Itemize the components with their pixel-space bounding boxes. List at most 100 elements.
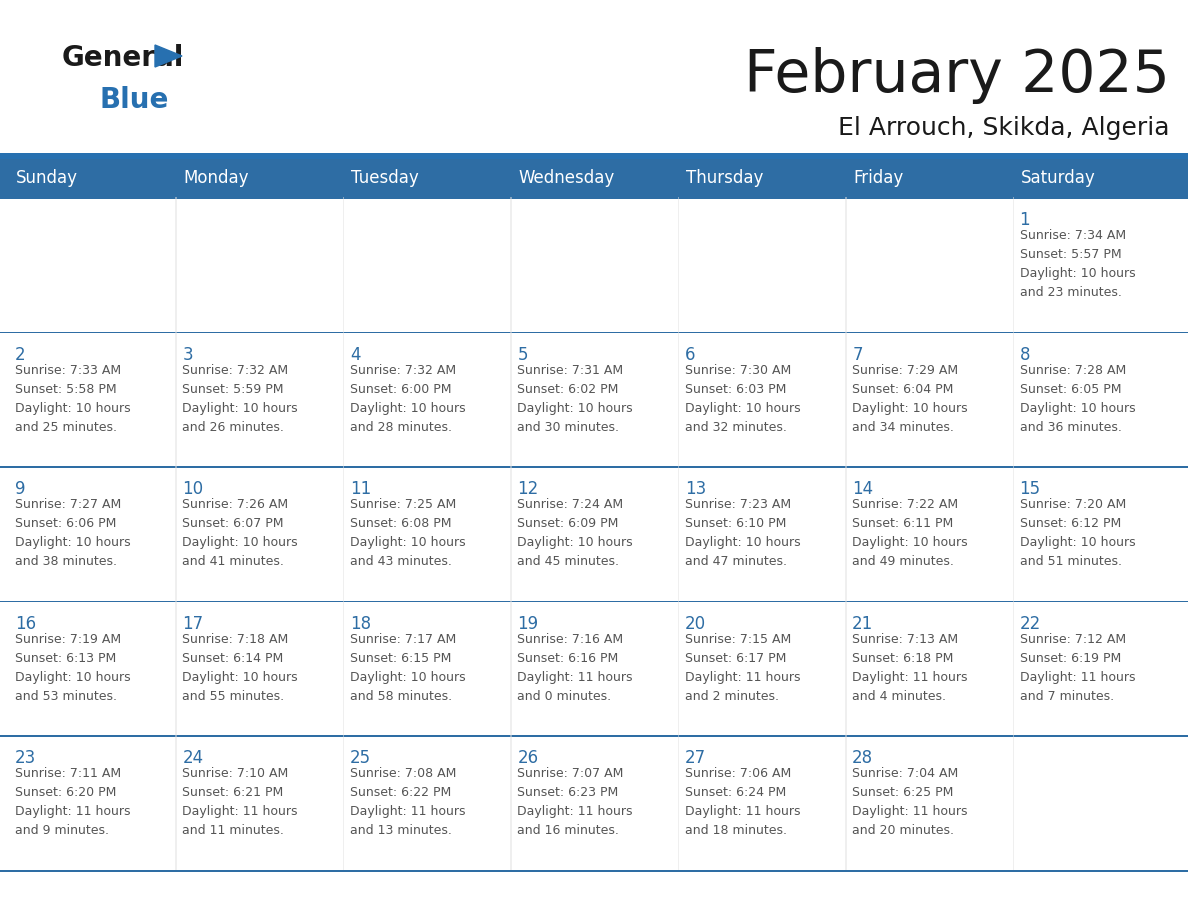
Bar: [0, 197, 1188, 198]
Bar: [511, 737, 677, 870]
Bar: [0, 159, 1188, 197]
Text: 13: 13: [684, 480, 706, 498]
Text: February 2025: February 2025: [744, 47, 1170, 104]
Text: Daylight: 10 hours: Daylight: 10 hours: [517, 401, 633, 415]
Text: Sunrise: 7:23 AM: Sunrise: 7:23 AM: [684, 498, 791, 511]
Text: Sunrise: 7:16 AM: Sunrise: 7:16 AM: [517, 633, 624, 645]
Text: Sunrise: 7:07 AM: Sunrise: 7:07 AM: [517, 767, 624, 780]
Text: Sunrise: 7:10 AM: Sunrise: 7:10 AM: [183, 767, 289, 780]
Text: and 32 minutes.: and 32 minutes.: [684, 420, 786, 433]
Text: Sunrise: 7:11 AM: Sunrise: 7:11 AM: [15, 767, 121, 780]
Text: and 47 minutes.: and 47 minutes.: [684, 555, 786, 568]
Text: 12: 12: [517, 480, 538, 498]
Text: Daylight: 11 hours: Daylight: 11 hours: [15, 805, 131, 819]
Text: and 11 minutes.: and 11 minutes.: [183, 824, 284, 837]
Text: 11: 11: [349, 480, 371, 498]
Text: and 28 minutes.: and 28 minutes.: [349, 420, 451, 433]
Text: Monday: Monday: [183, 169, 249, 187]
Bar: [511, 467, 677, 600]
Bar: [845, 602, 1012, 735]
Text: Sunrise: 7:19 AM: Sunrise: 7:19 AM: [15, 633, 121, 645]
Text: Tuesday: Tuesday: [350, 169, 418, 187]
Text: Sunrise: 7:15 AM: Sunrise: 7:15 AM: [684, 633, 791, 645]
Text: 7: 7: [852, 345, 862, 364]
Text: Sunset: 6:10 PM: Sunset: 6:10 PM: [684, 517, 786, 531]
Text: Sunset: 6:19 PM: Sunset: 6:19 PM: [1019, 652, 1120, 665]
Text: and 7 minutes.: and 7 minutes.: [1019, 689, 1113, 703]
Text: 3: 3: [183, 345, 194, 364]
Bar: [677, 333, 845, 466]
Polygon shape: [154, 45, 182, 67]
Bar: [0, 331, 1188, 333]
Text: 10: 10: [183, 480, 203, 498]
Text: Sunrise: 7:04 AM: Sunrise: 7:04 AM: [852, 767, 959, 780]
Bar: [8, 467, 176, 600]
Text: and 23 minutes.: and 23 minutes.: [1019, 286, 1121, 299]
Bar: [511, 333, 677, 466]
Text: Daylight: 10 hours: Daylight: 10 hours: [852, 401, 968, 415]
Text: Daylight: 11 hours: Daylight: 11 hours: [349, 805, 466, 819]
Bar: [8, 602, 176, 735]
Bar: [0, 466, 1188, 467]
Text: Sunrise: 7:29 AM: Sunrise: 7:29 AM: [852, 364, 959, 376]
Text: Daylight: 10 hours: Daylight: 10 hours: [684, 401, 801, 415]
Bar: [0, 600, 1188, 602]
Text: Daylight: 10 hours: Daylight: 10 hours: [1019, 267, 1136, 280]
Text: 5: 5: [517, 345, 527, 364]
Text: Daylight: 11 hours: Daylight: 11 hours: [684, 671, 801, 684]
Text: Daylight: 11 hours: Daylight: 11 hours: [852, 671, 968, 684]
Text: and 13 minutes.: and 13 minutes.: [349, 824, 451, 837]
Bar: [1012, 737, 1180, 870]
Text: 28: 28: [852, 749, 873, 767]
Text: and 9 minutes.: and 9 minutes.: [15, 824, 109, 837]
Text: Sunset: 5:57 PM: Sunset: 5:57 PM: [1019, 248, 1121, 261]
Text: Sunrise: 7:30 AM: Sunrise: 7:30 AM: [684, 364, 791, 376]
Text: Daylight: 11 hours: Daylight: 11 hours: [1019, 671, 1135, 684]
Text: Sunset: 6:23 PM: Sunset: 6:23 PM: [517, 787, 619, 800]
Text: 26: 26: [517, 749, 538, 767]
Text: and 45 minutes.: and 45 minutes.: [517, 555, 619, 568]
Text: Daylight: 10 hours: Daylight: 10 hours: [349, 401, 466, 415]
Text: Sunset: 6:15 PM: Sunset: 6:15 PM: [349, 652, 451, 665]
Text: Sunrise: 7:08 AM: Sunrise: 7:08 AM: [349, 767, 456, 780]
Text: Sunset: 6:05 PM: Sunset: 6:05 PM: [1019, 383, 1121, 396]
Text: Sunrise: 7:33 AM: Sunrise: 7:33 AM: [15, 364, 121, 376]
Text: Daylight: 11 hours: Daylight: 11 hours: [852, 805, 968, 819]
Text: Sunset: 6:13 PM: Sunset: 6:13 PM: [15, 652, 116, 665]
Text: Daylight: 10 hours: Daylight: 10 hours: [684, 536, 801, 549]
Text: Sunset: 6:14 PM: Sunset: 6:14 PM: [183, 652, 284, 665]
Text: Daylight: 10 hours: Daylight: 10 hours: [1019, 401, 1136, 415]
Text: Sunset: 5:59 PM: Sunset: 5:59 PM: [183, 383, 284, 396]
Text: 15: 15: [1019, 480, 1041, 498]
Text: Wednesday: Wednesday: [518, 169, 614, 187]
Text: Daylight: 10 hours: Daylight: 10 hours: [349, 671, 466, 684]
Text: Daylight: 10 hours: Daylight: 10 hours: [15, 536, 131, 549]
Text: Sunset: 6:03 PM: Sunset: 6:03 PM: [684, 383, 786, 396]
Text: General: General: [62, 44, 184, 72]
Text: Sunset: 6:16 PM: Sunset: 6:16 PM: [517, 652, 619, 665]
Text: Saturday: Saturday: [1020, 169, 1095, 187]
Text: and 16 minutes.: and 16 minutes.: [517, 824, 619, 837]
Bar: [845, 737, 1012, 870]
Bar: [176, 602, 343, 735]
Text: and 0 minutes.: and 0 minutes.: [517, 689, 612, 703]
Text: 20: 20: [684, 615, 706, 633]
Text: 2: 2: [15, 345, 26, 364]
Text: 27: 27: [684, 749, 706, 767]
Text: 22: 22: [1019, 615, 1041, 633]
Bar: [511, 198, 677, 331]
Bar: [8, 333, 176, 466]
Bar: [343, 198, 511, 331]
Bar: [677, 467, 845, 600]
Bar: [343, 737, 511, 870]
Text: Sunrise: 7:17 AM: Sunrise: 7:17 AM: [349, 633, 456, 645]
Text: and 2 minutes.: and 2 minutes.: [684, 689, 778, 703]
Text: and 25 minutes.: and 25 minutes.: [15, 420, 116, 433]
Bar: [677, 602, 845, 735]
Text: Daylight: 10 hours: Daylight: 10 hours: [183, 671, 298, 684]
Text: Sunset: 6:02 PM: Sunset: 6:02 PM: [517, 383, 619, 396]
Text: Sunrise: 7:06 AM: Sunrise: 7:06 AM: [684, 767, 791, 780]
Text: 18: 18: [349, 615, 371, 633]
Bar: [8, 737, 176, 870]
Bar: [176, 198, 343, 331]
